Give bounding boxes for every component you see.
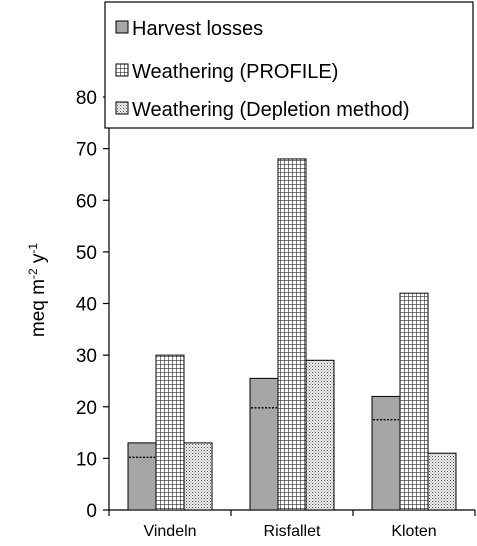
legend-label-weathering-depletion: Weathering (Depletion method) <box>132 99 410 121</box>
y-tick-label: 30 <box>76 346 97 367</box>
x-tick-label: Kloten <box>391 523 436 540</box>
legend: Harvest losses Weathering (PROFILE) Weat… <box>104 1 474 129</box>
y-tick-label: 10 <box>76 449 97 470</box>
y-tick-label: 80 <box>76 88 97 109</box>
legend-swatch-weathering-depletion <box>115 101 129 115</box>
bar-weathering-profile-kloten <box>399 292 429 511</box>
y-tick-label: 40 <box>76 295 97 316</box>
bar-weathering-depletion-kloten <box>427 452 457 511</box>
y-tick-label: 70 <box>76 140 97 161</box>
x-tick-label: Risfallet <box>264 523 321 540</box>
bar-weathering-depletion-vindeln <box>183 442 213 511</box>
y-tick-label: 50 <box>76 243 97 264</box>
legend-label-weathering-profile: Weathering (PROFILE) <box>132 61 338 83</box>
x-tick-label: Vindeln <box>143 523 196 540</box>
legend-label-harvest-losses: Harvest losses <box>132 18 263 40</box>
y-tick-label: 0 <box>86 501 97 522</box>
bar-weathering-depletion-risfallet <box>305 359 335 511</box>
legend-swatch-weathering-profile <box>115 63 129 77</box>
y-axis-label: meq m-2 y-1 <box>26 243 49 338</box>
y-tick-label: 60 <box>76 191 97 212</box>
bar-harvest-losses-risfallet <box>249 377 279 511</box>
legend-swatch-harvest-losses <box>115 20 129 34</box>
bar-weathering-profile-vindeln <box>155 354 185 511</box>
bar-harvest-losses-vindeln <box>127 442 157 511</box>
y-tick-label: 20 <box>76 398 97 419</box>
bar-harvest-losses-kloten <box>371 395 401 511</box>
bar-weathering-profile-risfallet <box>277 158 307 511</box>
